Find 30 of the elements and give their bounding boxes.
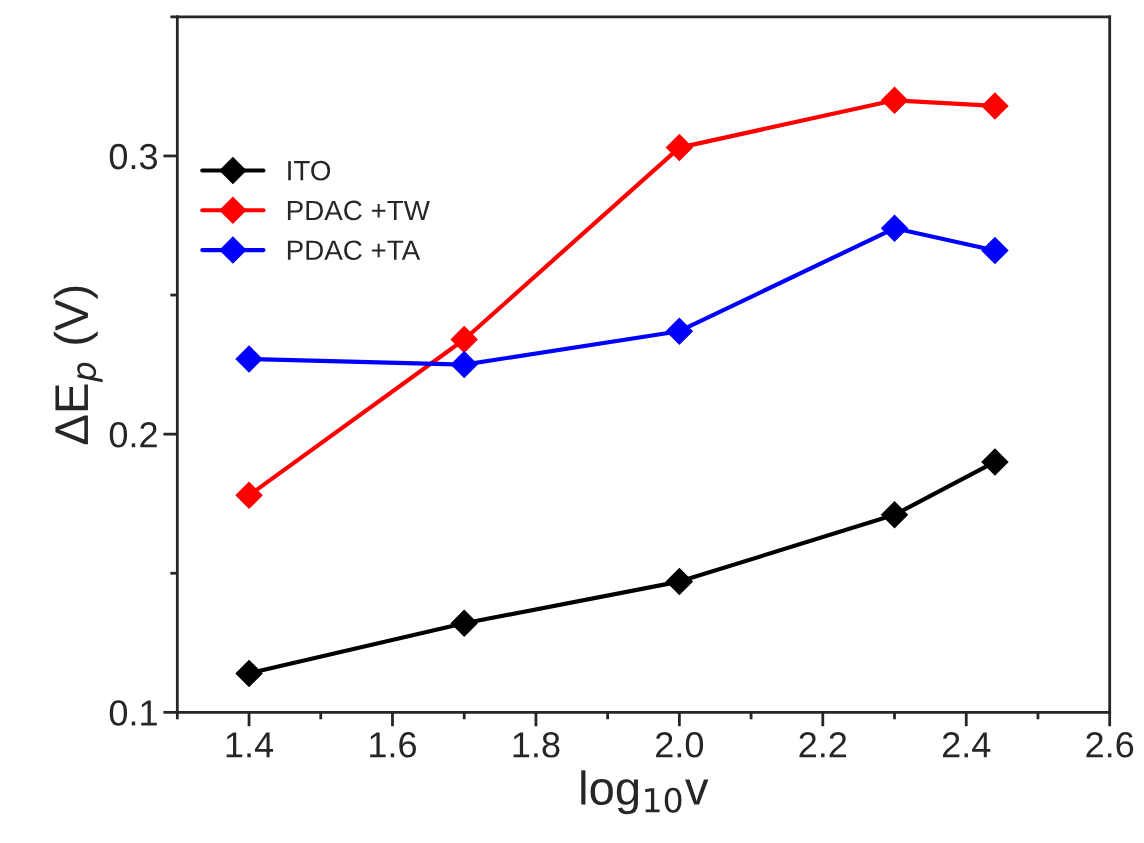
point <box>981 448 1009 476</box>
point <box>450 609 478 637</box>
point <box>981 237 1009 265</box>
point <box>665 568 693 596</box>
point <box>881 86 908 114</box>
legend-label: ITO <box>288 160 331 181</box>
point <box>235 345 263 373</box>
y-tick-label: 0.1 <box>109 700 157 726</box>
y-axis-title: ΔE$_{p}$ (V) <box>53 286 103 445</box>
point <box>235 659 263 687</box>
legend-label: PDAC +TW <box>287 200 430 221</box>
x-tick-label: 1.8 <box>513 732 560 758</box>
point <box>881 501 908 529</box>
point <box>235 481 263 509</box>
point <box>450 351 478 379</box>
x-tick-label: 1.4 <box>226 732 274 758</box>
x-tick-label: 2.0 <box>656 732 704 758</box>
point <box>881 214 908 242</box>
point <box>665 134 693 162</box>
x-tick-label: 2.4 <box>942 732 991 758</box>
x-axis-title: log$_{10}$v <box>581 770 709 815</box>
x-tick-label: 2.6 <box>1086 732 1134 758</box>
y-tick-label: 0.2 <box>109 422 157 448</box>
x-tick-label: 1.6 <box>370 732 416 758</box>
point <box>981 92 1009 120</box>
point <box>665 317 693 345</box>
x-tick-label: 2.2 <box>799 732 847 758</box>
point <box>450 326 478 354</box>
legend-label: PDAC +TA <box>287 240 421 261</box>
y-tick-label: 0.3 <box>109 143 157 170</box>
